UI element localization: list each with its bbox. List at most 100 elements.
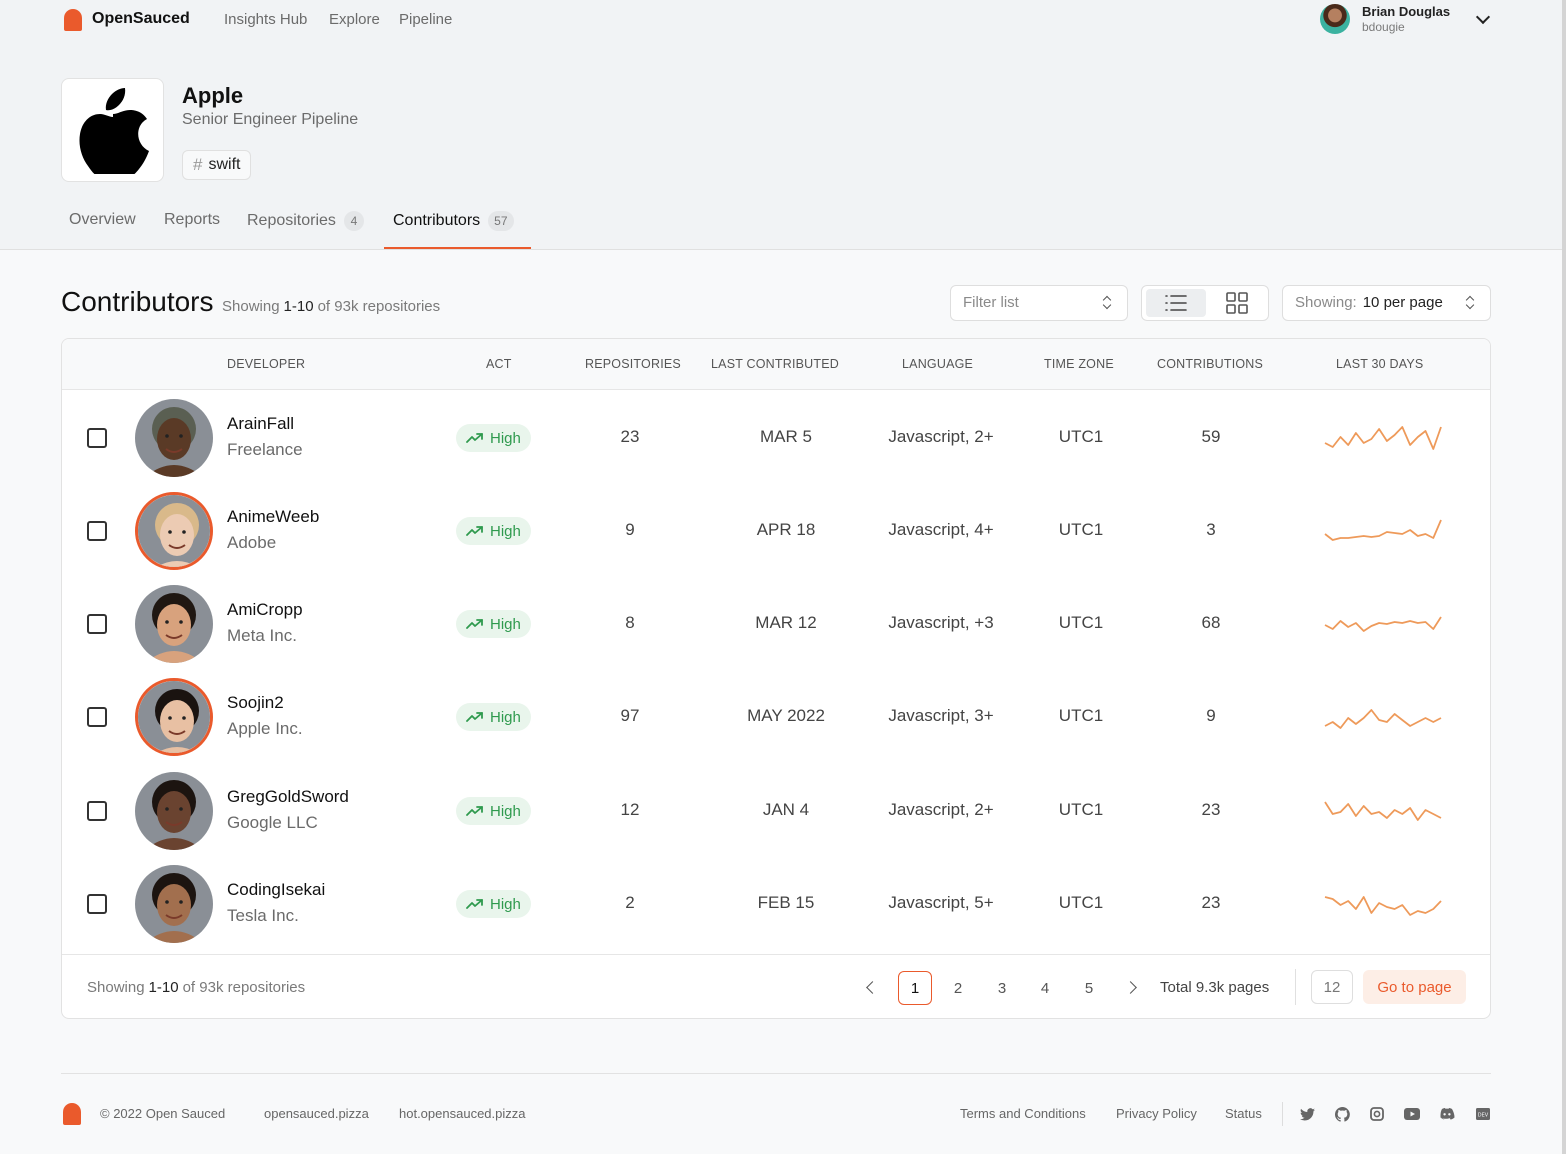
page-button-3[interactable]: 3 — [997, 979, 1007, 997]
nav-insights-hub[interactable]: Insights Hub — [224, 11, 308, 28]
footer-link-status[interactable]: Status — [1225, 1106, 1262, 1121]
table-header: DEVELOPER ACT REPOSITORIES LAST CONTRIBU… — [62, 339, 1490, 390]
avatar[interactable] — [135, 772, 213, 850]
developer-name[interactable]: AnimeWeeb — [227, 507, 320, 526]
page-button-2[interactable]: 2 — [953, 979, 963, 997]
avatar[interactable] — [135, 678, 213, 756]
avatar[interactable] — [135, 492, 213, 570]
opensauced-logo-icon[interactable] — [64, 9, 82, 31]
page-button-5[interactable]: 5 — [1084, 979, 1094, 997]
filter-select[interactable]: Filter list — [950, 285, 1128, 321]
avatar[interactable] — [135, 865, 213, 943]
showing-suffix: of 93k repositories — [182, 979, 306, 996]
developer-name[interactable]: Soojin2 — [227, 693, 284, 712]
table-footer: Showing 1-10 of 93k repositories 1 2 3 4 5… — [62, 954, 1490, 1018]
table-row[interactable]: AmiCropp Meta Inc. High 8 MAR 12 Javascript, … — [62, 577, 1490, 670]
sparkline — [1324, 616, 1442, 632]
sparkline-series — [1324, 709, 1442, 729]
page-button-4[interactable]: 4 — [1040, 979, 1050, 997]
footer-link-terms[interactable]: Terms and Conditions — [960, 1106, 1086, 1121]
instagram-icon[interactable] — [1369, 1106, 1385, 1122]
column-last-30-days[interactable]: LAST 30 DAYS — [1336, 357, 1424, 371]
github-icon[interactable] — [1334, 1106, 1350, 1122]
developer-name[interactable]: AmiCropp — [227, 600, 303, 619]
repositories-count: 12 — [620, 800, 640, 819]
tab-label: Repositories — [247, 212, 336, 229]
row-checkbox[interactable] — [87, 521, 107, 541]
user-menu[interactable]: Brian Douglas bdougie — [1320, 4, 1492, 40]
table-row[interactable]: AnimeWeeb Adobe High 9 APR 18 Javascript, 4+ U… — [62, 484, 1490, 577]
chevron-left-icon[interactable] — [866, 981, 879, 994]
per-page-select[interactable]: Showing: 10 per page — [1282, 285, 1491, 321]
tab-overview[interactable]: Overview — [69, 211, 136, 229]
contributions-count: 59 — [1201, 427, 1221, 446]
go-to-page-button[interactable]: Go to page — [1363, 970, 1466, 1004]
footer-link-privacy[interactable]: Privacy Policy — [1116, 1106, 1197, 1121]
column-language[interactable]: LANGUAGE — [902, 357, 974, 371]
page-button-1[interactable]: 1 — [898, 971, 932, 1005]
developer-name[interactable]: GregGoldSword — [227, 787, 349, 806]
twitter-icon[interactable] — [1299, 1106, 1315, 1122]
tab-contributors[interactable]: Contributors 57 — [393, 211, 514, 231]
trending-up-icon — [466, 433, 483, 443]
column-contributions[interactable]: CONTRIBUTIONS — [1157, 357, 1264, 371]
tab-repositories[interactable]: Repositories 4 — [247, 211, 364, 231]
table-row[interactable]: ArainFall Freelance High 23 MAR 5 Javascript,… — [62, 391, 1490, 484]
developer-name[interactable]: CodingIsekai — [227, 880, 326, 899]
contributions-count: 68 — [1201, 613, 1221, 632]
language-tag[interactable]: # swift — [182, 150, 252, 180]
table-row[interactable]: Soojin2 Apple Inc. High 97 MAY 2022 Javascrip… — [62, 670, 1490, 763]
developer-name[interactable]: ArainFall — [227, 414, 295, 433]
row-checkbox[interactable] — [87, 707, 107, 727]
row-checkbox[interactable] — [87, 614, 107, 634]
sparkline-series — [1324, 519, 1442, 541]
column-repositories[interactable]: REPOSITORIES — [585, 357, 681, 371]
table-row[interactable]: GregGoldSword Google LLC High 12 JAN 4 Javasc… — [62, 764, 1490, 857]
avatar-portrait-icon — [135, 772, 213, 850]
column-time-zone[interactable]: TIME ZONE — [1044, 357, 1114, 371]
sparkline-series — [1324, 426, 1442, 450]
row-checkbox[interactable] — [87, 801, 107, 821]
activity-label: High — [490, 522, 521, 540]
header: OpenSauced Insights Hub Explore Pipeline… — [0, 0, 1562, 250]
last-contributed: MAR 12 — [755, 613, 817, 632]
trending-up-icon — [466, 526, 483, 536]
dev-icon[interactable]: DEV — [1475, 1106, 1491, 1122]
nav-pipeline[interactable]: Pipeline — [399, 11, 453, 28]
apple-logo-icon — [79, 88, 149, 174]
brand-name[interactable]: OpenSauced — [92, 10, 190, 27]
footer-divider — [61, 1073, 1491, 1074]
activity-badge: High — [456, 890, 531, 918]
chevron-down-icon[interactable] — [1475, 9, 1491, 25]
row-checkbox[interactable] — [87, 428, 107, 448]
row-checkbox[interactable] — [87, 894, 107, 914]
list-view-button[interactable] — [1146, 289, 1206, 317]
developer-company: Meta Inc. — [227, 626, 297, 645]
org-subtitle: Senior Engineer Pipeline — [182, 111, 359, 128]
footer-link-opensauced[interactable]: opensauced.pizza — [264, 1106, 369, 1121]
org-name: Apple — [182, 83, 244, 108]
grid-view-button[interactable] — [1208, 289, 1266, 317]
footer-link-hot-opensauced[interactable]: hot.opensauced.pizza — [399, 1106, 526, 1121]
tab-reports[interactable]: Reports — [164, 211, 220, 229]
avatar[interactable] — [135, 585, 213, 663]
last-contributed: MAR 5 — [760, 427, 812, 446]
nav-explore[interactable]: Explore — [329, 11, 380, 28]
top-navigation: OpenSauced Insights Hub Explore Pipeline… — [62, 4, 1492, 36]
avatar[interactable] — [1320, 4, 1350, 34]
column-developer[interactable]: DEVELOPER — [227, 357, 306, 371]
table-row[interactable]: CodingIsekai Tesla Inc. High 2 FEB 15 Javascr… — [62, 857, 1490, 950]
discord-icon[interactable] — [1439, 1106, 1455, 1122]
youtube-icon[interactable] — [1404, 1106, 1420, 1122]
scrollbar-track[interactable] — [1562, 0, 1566, 1154]
repositories-count: 2 — [625, 893, 635, 912]
chevron-right-icon[interactable] — [1124, 981, 1137, 994]
column-act[interactable]: ACT — [486, 357, 512, 371]
go-to-page-input[interactable]: 12 — [1311, 970, 1353, 1004]
showing-range: 1-10 — [148, 979, 179, 996]
avatar[interactable] — [135, 399, 213, 477]
activity-badge: High — [456, 610, 531, 638]
opensauced-logo-icon[interactable] — [63, 1103, 81, 1125]
filter-placeholder: Filter list — [963, 294, 1019, 311]
column-last-contributed[interactable]: LAST CONTRIBUTED — [711, 357, 839, 371]
